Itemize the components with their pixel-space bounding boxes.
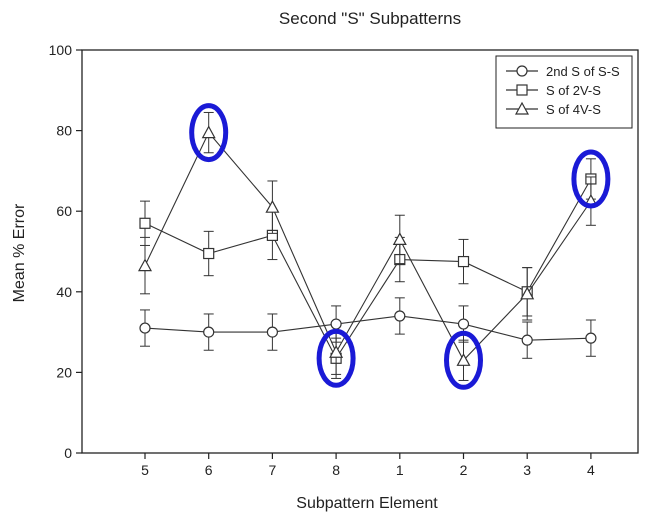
highlight-ellipse bbox=[189, 103, 229, 163]
chart-title: Second "S" Subpatterns bbox=[279, 9, 461, 28]
data-point bbox=[456, 353, 471, 366]
plot-area: 0 20 40 60 80 100 5 6 7 8 1 2 3 4 2nd S of S-S S of 2V-… bbox=[49, 42, 639, 478]
data-point bbox=[457, 255, 470, 268]
x-tick-label: 4 bbox=[587, 462, 595, 478]
x-tick-label: 3 bbox=[523, 462, 531, 478]
data-point bbox=[139, 217, 151, 229]
y-axis-label: Mean % Error bbox=[11, 203, 28, 302]
x-tick-label: 1 bbox=[396, 462, 404, 478]
data-point bbox=[392, 232, 407, 246]
legend-marker bbox=[516, 65, 528, 77]
y-tick-label: 80 bbox=[56, 123, 72, 139]
data-point bbox=[394, 310, 406, 322]
plot-frame bbox=[81, 49, 639, 454]
legend-label: 2nd S of S-S bbox=[546, 64, 620, 79]
legend-marker bbox=[514, 101, 530, 115]
highlight-ellipse bbox=[571, 149, 611, 209]
x-tick-label: 8 bbox=[332, 462, 340, 478]
data-point bbox=[137, 258, 153, 272]
data-point bbox=[203, 326, 215, 338]
legend-label: S of 4V-S bbox=[546, 102, 601, 117]
x-axis-label: Subpattern Element bbox=[296, 495, 438, 512]
highlight-ellipse bbox=[444, 330, 483, 390]
series-line bbox=[144, 178, 592, 360]
data-point bbox=[201, 125, 216, 139]
y-tick-label: 0 bbox=[64, 445, 72, 461]
data-point bbox=[585, 332, 597, 344]
data-point bbox=[139, 322, 151, 334]
x-tick-label: 6 bbox=[205, 462, 213, 478]
legend-label: S of 2V-S bbox=[546, 83, 601, 98]
highlight-ellipse bbox=[316, 328, 356, 388]
x-tick-label: 7 bbox=[269, 462, 277, 478]
x-tick-label: 5 bbox=[141, 462, 149, 478]
y-tick-label: 40 bbox=[56, 284, 72, 300]
y-tick-label: 20 bbox=[56, 364, 72, 380]
series-line bbox=[144, 315, 591, 341]
data-point bbox=[266, 326, 278, 338]
x-tick-label: 2 bbox=[460, 462, 468, 478]
data-point bbox=[521, 334, 533, 346]
data-point bbox=[265, 199, 280, 213]
legend: 2nd S of S-S S of 2V-S S of 4V-S bbox=[495, 55, 633, 129]
y-tick-label: 100 bbox=[49, 42, 73, 58]
series-line bbox=[144, 131, 592, 362]
legend-marker bbox=[516, 84, 528, 96]
data-point bbox=[520, 286, 535, 300]
data-point bbox=[203, 247, 215, 260]
data-point bbox=[457, 318, 470, 330]
y-tick-label: 60 bbox=[56, 203, 72, 219]
series-1 bbox=[139, 297, 597, 359]
data-point bbox=[330, 318, 342, 330]
data-point bbox=[329, 344, 344, 358]
